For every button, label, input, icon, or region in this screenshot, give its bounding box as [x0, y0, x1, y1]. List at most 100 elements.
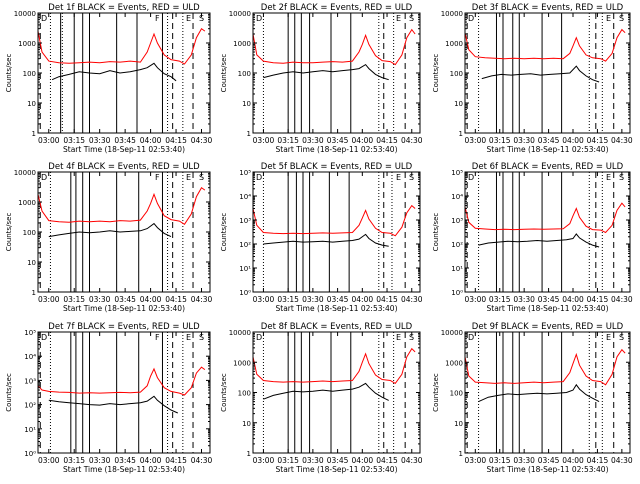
event-letter-label: D [256, 173, 262, 182]
x-tick-label: 04:30 [191, 295, 213, 304]
event-letter-label: S [619, 173, 624, 182]
y-axis-label: Counts/sec [432, 54, 440, 93]
events-series-line [263, 382, 389, 401]
y-tick-label: 10¹ [239, 265, 251, 273]
x-tick-label: 04:30 [611, 456, 633, 465]
x-tick-label: 03:30 [89, 456, 111, 465]
x-axis-label: Start Time (18-Sep-11 02:53:40) [276, 145, 398, 154]
x-axis-label: Start Time (18-Sep-11 02:53:40) [63, 304, 185, 313]
detector-panel: Det 9f BLACK = Events, RED = ULD 1 10 100 10… [432, 322, 633, 474]
uld-series-line [37, 366, 206, 396]
x-tick-label: 04:00 [352, 295, 374, 304]
events-series-line [481, 65, 600, 83]
y-tick-label: 10⁵ [24, 329, 36, 337]
panel-title: Det 2f BLACK = Events, RED = ULD [261, 3, 413, 13]
event-letter-label: S [409, 14, 414, 23]
x-tick-label: 04:30 [401, 295, 423, 304]
uld-series-line [252, 28, 416, 66]
x-tick-label: 04:15 [587, 136, 609, 145]
x-tick-label: 03:00 [465, 295, 487, 304]
x-tick-label: 03:30 [89, 295, 111, 304]
x-tick-label: 03:45 [327, 456, 349, 465]
x-axis-label: Start Time (18-Sep-11 02:53:40) [276, 304, 398, 313]
plot-frame [252, 331, 421, 454]
x-axis-label: Start Time (18-Sep-11 02:53:40) [63, 145, 185, 154]
x-tick-label: 04:15 [165, 136, 187, 145]
uld-series-line [37, 186, 206, 225]
events-series-line [51, 62, 177, 82]
event-letter-label: D [256, 333, 262, 342]
x-tick-label: 03:15 [63, 136, 85, 145]
event-letter-label: S [619, 14, 624, 23]
y-tick-label: 1 [459, 450, 463, 458]
x-tick-label: 03:00 [253, 136, 275, 145]
event-letter-label: E [186, 14, 191, 23]
x-tick-label: 03:30 [513, 295, 535, 304]
x-tick-label: 03:00 [38, 295, 60, 304]
y-tick-label: 1 [459, 130, 463, 138]
y-axis-label: Counts/sec [5, 213, 13, 252]
y-tick-label: 1000 [445, 359, 463, 367]
y-tick-label: 1000 [18, 40, 36, 48]
event-letter-label: F [155, 173, 160, 182]
y-axis-label: Counts/sec [432, 213, 440, 252]
y-tick-label: 10 [242, 100, 251, 108]
y-tick-label: 1000 [445, 40, 463, 48]
detector-panel: Det 8f BLACK = Events, RED = ULD 1 10 100 10… [220, 322, 423, 474]
x-tick-label: 04:00 [140, 456, 162, 465]
y-tick-label: 10⁴ [239, 193, 251, 201]
x-axis-label: Start Time (18-Sep-11 02:53:40) [276, 465, 398, 474]
y-tick-label: 10² [239, 241, 251, 249]
x-tick-label: 03:00 [38, 136, 60, 145]
x-tick-label: 03:30 [89, 136, 111, 145]
event-letter-label: F [155, 14, 160, 23]
y-tick-label: 1 [32, 289, 36, 297]
uld-series-line [464, 28, 626, 62]
y-tick-label: 10² [24, 402, 36, 410]
x-tick-label: 03:15 [489, 456, 511, 465]
y-tick-label: 10⁵ [451, 169, 463, 177]
x-tick-label: 03:30 [302, 456, 324, 465]
panel-title: Det 9f BLACK = Events, RED = ULD [472, 322, 624, 332]
events-series-line [478, 383, 600, 403]
panel-title: Det 5f BLACK = Events, RED = ULD [261, 162, 413, 172]
uld-series-line [252, 347, 416, 385]
y-tick-label: 10¹ [451, 265, 463, 273]
x-tick-label: 03:15 [489, 295, 511, 304]
y-tick-label: 10 [242, 420, 251, 428]
x-axis-label: Start Time (18-Sep-11 02:53:40) [487, 145, 609, 154]
y-tick-label: 10¹ [24, 426, 36, 434]
y-tick-label: 10 [27, 259, 36, 267]
y-tick-label: 100 [450, 390, 463, 398]
detector-panel: Det 3f BLACK = Events, RED = ULD 1 10 100 10… [432, 3, 633, 154]
x-tick-label: 03:00 [253, 456, 275, 465]
events-series-line [478, 233, 600, 248]
y-tick-label: 10000 [14, 169, 36, 177]
x-tick-label: 04:15 [376, 136, 398, 145]
x-tick-label: 04:30 [401, 136, 423, 145]
y-tick-label: 10⁰ [24, 450, 36, 458]
event-letter-label: E [186, 173, 191, 182]
detector-panel: Det 5f BLACK = Events, RED = ULD 10⁰ 10¹ 10… [220, 162, 423, 313]
y-tick-label: 100 [450, 70, 463, 78]
x-tick-label: 03:45 [538, 456, 560, 465]
y-tick-label: 100 [23, 70, 36, 78]
y-tick-label: 10 [27, 100, 36, 108]
x-tick-label: 04:15 [165, 295, 187, 304]
x-tick-label: 03:15 [489, 136, 511, 145]
y-axis-label: Counts/sec [220, 373, 228, 412]
event-letter-label: E [606, 173, 611, 182]
x-tick-label: 03:15 [277, 456, 299, 465]
event-letter-label: D [41, 333, 47, 342]
y-tick-label: 1000 [233, 40, 251, 48]
x-tick-label: 03:30 [513, 456, 535, 465]
y-tick-label: 10⁵ [239, 169, 251, 177]
events-series-line [263, 233, 389, 247]
y-tick-label: 10³ [24, 377, 36, 385]
event-letter-label: D [468, 333, 474, 342]
x-tick-label: 04:00 [140, 295, 162, 304]
y-tick-label: 10000 [229, 329, 251, 337]
uld-series-line [37, 27, 206, 65]
x-tick-label: 03:45 [327, 136, 349, 145]
